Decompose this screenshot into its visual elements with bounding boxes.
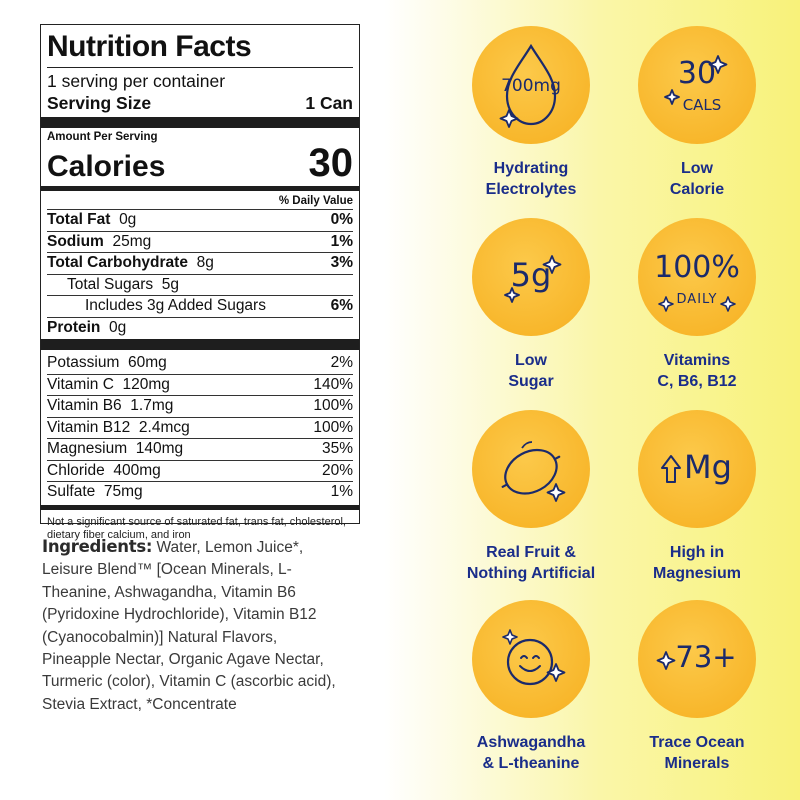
badge-label-line1: Low — [515, 352, 547, 369]
badge-label-line1: Ashwagandha — [476, 734, 586, 751]
vitamins-unit: DAILY — [676, 292, 718, 307]
calories-label: Calories — [47, 150, 166, 183]
sparkle-icon — [658, 296, 736, 312]
nutrient-row: Includes 3g Added Sugars 6% — [47, 296, 353, 318]
badge-calorie: 30 CALS Low Calorie — [622, 26, 772, 200]
badge-ashwagandha: Ashwagandha & L-theanine — [456, 600, 606, 774]
nutrition-facts-panel: Nutrition Facts 1 serving per container … — [40, 24, 360, 541]
sparkle-icon — [664, 55, 728, 105]
badge-electrolytes: 700mg Hydrating Electrolytes — [456, 26, 606, 200]
minerals-value: 73+ — [675, 640, 737, 674]
ingredients-block: Ingredients: Water, Lemon Juice*, Leisur… — [42, 536, 342, 716]
nutrient-row: Magnesium 140mg 35% — [47, 439, 353, 461]
daily-value-header: % Daily Value — [47, 193, 353, 210]
calorie-unit: CALS — [682, 96, 722, 114]
badge-circle: 30 CALS — [638, 26, 756, 144]
badge-circle — [472, 410, 590, 528]
badge-circle: 5g — [472, 218, 590, 336]
badge-label-line2: C, B6, B12 — [657, 373, 737, 390]
badge-label-line2: Magnesium — [652, 565, 741, 582]
calorie-value: 30 — [677, 56, 717, 91]
badge-circle: 73+ — [638, 600, 756, 718]
badge-label-line1: Vitamins — [663, 352, 731, 369]
micros-list: Potassium 60mg 2% Vitamin C 120mg 140% Vit… — [47, 353, 353, 503]
badge-sugar: 5g Low Sugar — [456, 218, 606, 392]
sparkle-icon — [656, 651, 676, 670]
nutrient-row: Protein 0g — [47, 318, 127, 336]
amount-per-serving: Amount Per Serving — [47, 131, 158, 143]
nutrient-row: Total Carbohydrate 8g 3% — [47, 253, 353, 275]
electrolyte-value: 700mg — [501, 76, 561, 96]
water-drop-icon — [499, 43, 557, 128]
badge-magnesium: Mg High in Magnesium — [622, 410, 772, 584]
nutrient-row: Chloride 400mg 20% — [47, 461, 353, 482]
serving-size-label: Serving Size — [47, 93, 152, 113]
up-arrow-icon — [661, 455, 681, 483]
nutrition-title: Nutrition Facts — [47, 30, 252, 63]
badge-circle — [472, 600, 590, 718]
nutrient-row: Vitamin B12 2.4mcg 100% — [47, 418, 353, 439]
badge-label-line2: Calorie — [669, 181, 725, 198]
lemon-icon — [501, 441, 566, 502]
ingredients-text: Water, Lemon Juice*, Leisure Blend™ [Oce… — [42, 539, 336, 713]
serving-size-value: 1 Can — [305, 93, 353, 113]
nutrition-footnote: Not a significant source of saturated fa… — [47, 515, 346, 541]
sugar-value: 5g — [510, 256, 552, 294]
badge-label-line1: Low — [681, 160, 713, 177]
badge-circle: Mg — [638, 410, 756, 528]
macros-list: Total Fat 0g 0% Sodium 25mg 1% Total Car… — [47, 210, 353, 338]
badge-circle: 700mg — [472, 26, 590, 144]
nutrient-row: Sulfate 75mg 1% — [47, 483, 353, 500]
badge-label-line1: Real Fruit & — [486, 544, 576, 561]
smiley-icon — [502, 629, 566, 686]
badge-real-fruit: Real Fruit & Nothing Artificial — [456, 410, 606, 584]
badge-label-line2: Minerals — [664, 755, 730, 772]
badge-circle: 100% DAILY — [638, 218, 756, 336]
badge-minerals: 73+ Trace Ocean Minerals — [622, 600, 772, 774]
badge-label-line1: High in — [669, 544, 725, 561]
badge-label-line2: Nothing Artificial — [466, 565, 596, 582]
vitamins-value: 100% — [654, 250, 740, 285]
nutrient-row: Total Fat 0g 0% — [47, 210, 353, 232]
calories-value: 30 — [308, 141, 354, 185]
badge-label-line2: Sugar — [508, 373, 554, 390]
badge-vitamins: 100% DAILY Vitamins C, B6, B12 — [622, 218, 772, 392]
badge-label-line1: Hydrating — [493, 160, 569, 177]
nutrient-row: Total Sugars 5g — [47, 275, 353, 296]
nutrient-row: Sodium 25mg 1% — [47, 232, 353, 253]
servings-per-container: 1 serving per container — [47, 71, 226, 91]
badge-label-line1: Trace Ocean — [649, 734, 745, 751]
nutrient-row: Vitamin C 120mg 140% — [47, 375, 353, 396]
badge-label-line2: & L-theanine — [482, 755, 580, 772]
ingredients-title: Ingredients: — [42, 537, 153, 556]
sparkle-icon — [504, 255, 562, 303]
nutrient-row: Potassium 60mg 2% — [47, 353, 353, 375]
badge-label-line2: Electrolytes — [485, 181, 577, 198]
magnesium-value: Mg — [684, 448, 732, 486]
nutrient-row: Vitamin B6 1.7mg 100% — [47, 396, 353, 418]
